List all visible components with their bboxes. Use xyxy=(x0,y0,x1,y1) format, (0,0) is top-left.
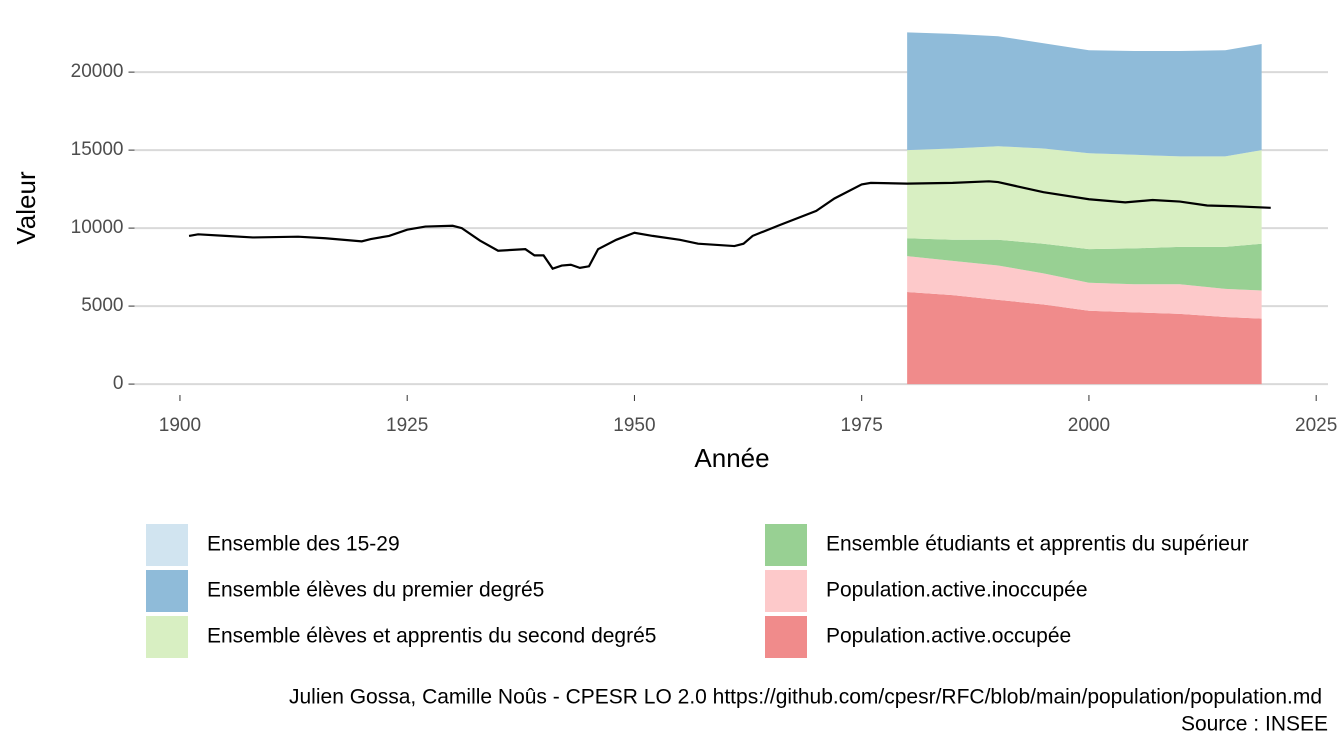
legend-swatch xyxy=(765,616,807,658)
caption: Julien Gossa, Camille Noûs - CPESR LO 2.… xyxy=(289,686,1322,709)
x-tick-label: 1975 xyxy=(841,415,883,436)
x-tick-label: 2025 xyxy=(1295,415,1337,436)
y-tick-label: 20000 xyxy=(71,61,124,82)
area xyxy=(907,238,1262,291)
legend-swatch xyxy=(765,524,807,566)
x-tick-label: 1950 xyxy=(613,415,655,436)
legend-label: Population.active.occupée xyxy=(826,625,1071,648)
y-tick-label: 5000 xyxy=(81,295,123,316)
line xyxy=(188,180,1271,270)
legend-label: Ensemble élèves du premier degré5 xyxy=(207,579,544,602)
area xyxy=(907,32,1262,157)
x-tick-label: 1925 xyxy=(386,415,428,436)
y-tick-label: 10000 xyxy=(71,217,124,238)
legend-label: Ensemble étudiants et apprentis du supér… xyxy=(826,533,1249,556)
area xyxy=(907,292,1262,385)
y-axis-title: Valeur xyxy=(11,171,41,245)
area xyxy=(907,256,1262,319)
legend-swatch xyxy=(146,570,188,612)
legend-swatch xyxy=(146,616,188,658)
source: Source : INSEE xyxy=(1181,713,1328,736)
legend-label: Ensemble élèves et apprentis du second d… xyxy=(207,625,656,648)
y-tick-label: 0 xyxy=(113,373,124,394)
x-axis-title: Année xyxy=(694,443,769,473)
legend-label: Population.active.inoccupée xyxy=(826,579,1088,602)
legend-label: Ensemble des 15-29 xyxy=(207,533,400,556)
x-tick-label: 1900 xyxy=(159,415,201,436)
x-tick-label: 2000 xyxy=(1068,415,1110,436)
y-tick-label: 15000 xyxy=(71,139,124,160)
legend-swatch xyxy=(765,570,807,612)
legend-swatch xyxy=(146,524,188,566)
